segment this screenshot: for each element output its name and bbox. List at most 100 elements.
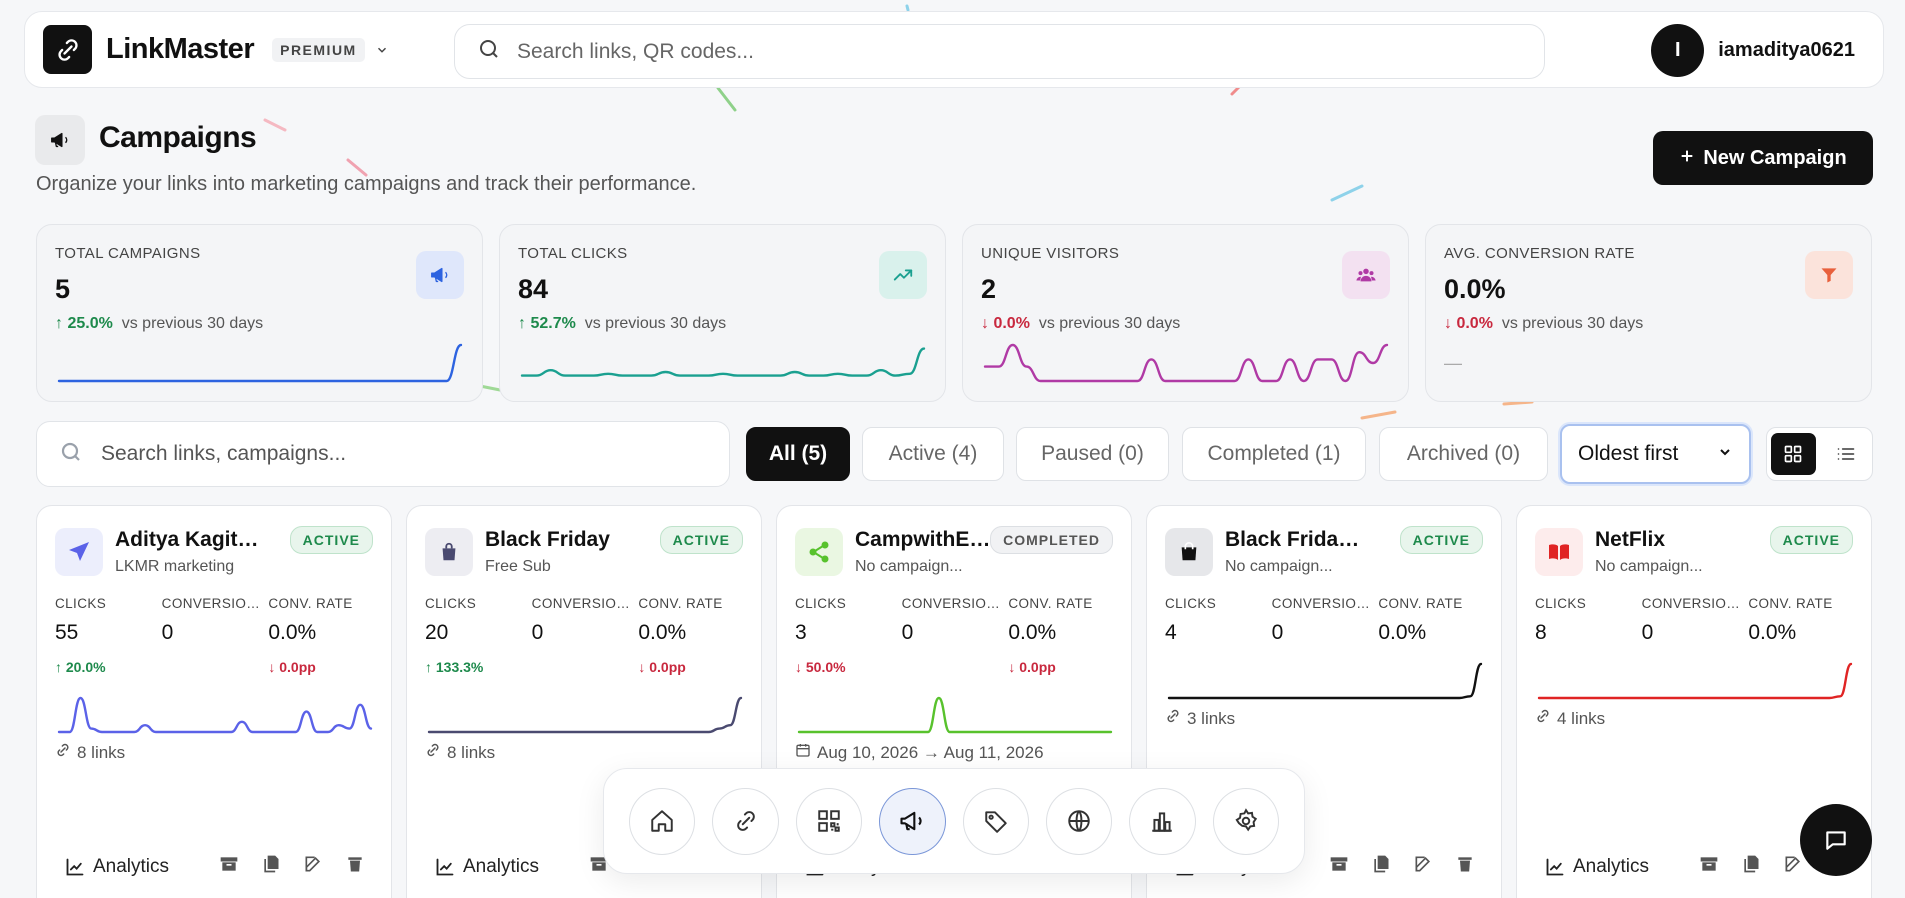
sparkline-path (427, 696, 743, 734)
campaign-metrics: CLICKS 55 ↑ 20.0% CONVERSIONS 0 CONV. RA… (55, 596, 375, 675)
stat-label: UNIQUE VISITORS (981, 245, 1120, 262)
link-icon (736, 811, 755, 831)
campaign-card[interactable]: Aditya Kagitala LKMR marketing ACTIVE CL… (36, 505, 392, 898)
archive-icon[interactable] (1329, 854, 1349, 879)
chevron-down-icon[interactable] (375, 43, 389, 57)
search-icon (59, 440, 83, 469)
tab-active[interactable]: Active (4) (862, 427, 1004, 481)
new-campaign-button[interactable]: New Campaign (1653, 131, 1873, 185)
analytics-button[interactable]: Analytics (65, 856, 169, 878)
dock-links-button[interactable] (712, 787, 779, 855)
qr-code-icon (818, 810, 840, 832)
tag-icon (984, 811, 1007, 833)
grid-icon (1784, 445, 1802, 463)
user-menu[interactable]: I iamaditya0621 (1651, 24, 1855, 77)
stat-change: ↓ 0.0% vs previous 30 days (1444, 315, 1644, 332)
metric-clicks: CLICKS 3 ↓ 50.0% (795, 596, 902, 675)
dock-home-button[interactable] (629, 787, 696, 855)
campaign-name[interactable]: NetFlix (1595, 528, 1666, 551)
campaign-meta-text: 8 links (447, 742, 496, 762)
campaign-name[interactable]: Black Friday (485, 528, 610, 551)
home-icon (651, 810, 673, 832)
campaign-metrics: CLICKS 3 ↓ 50.0% CONVERSIONS 0 CONV. RAT… (795, 596, 1115, 675)
tab-all[interactable]: All (5) (746, 427, 850, 481)
duplicate-icon[interactable] (1371, 854, 1391, 879)
edit-icon[interactable] (1783, 854, 1803, 879)
top-bar: LinkMaster PREMIUM I iamaditya0621 (24, 11, 1884, 88)
share-icon (795, 528, 843, 576)
dock-analytics-button[interactable] (1129, 787, 1196, 855)
campaign-meta-text: 4 links (1557, 708, 1606, 728)
archive-icon[interactable] (1699, 854, 1719, 879)
dock-qr-button[interactable] (795, 787, 863, 855)
campaign-sparkline (427, 696, 743, 734)
metric-label: CONVERSIONS (1641, 596, 1742, 611)
dock-campaigns-button[interactable] (879, 787, 946, 855)
campaign-name[interactable]: Black Friday22 (1225, 528, 1370, 551)
metric-conv-rate: CONV. RATE 0.0% (1378, 596, 1485, 645)
sparkline-path (983, 343, 1389, 383)
campaign-search-input[interactable] (101, 442, 681, 466)
status-badge: ACTIVE (659, 526, 743, 554)
edit-icon[interactable] (1413, 854, 1433, 879)
stat-value: 0.0% (1444, 274, 1506, 304)
campaign-meta: Aug 10, 2026 → Aug 11, 2026 (795, 742, 1044, 763)
campaign-sparkline (1537, 662, 1853, 700)
stat-sparkline (983, 343, 1389, 383)
duplicate-icon[interactable] (1741, 854, 1761, 879)
duplicate-icon[interactable] (261, 854, 281, 879)
megaphone-icon (416, 251, 464, 299)
page-subtitle: Organize your links into marketing campa… (36, 173, 697, 195)
list-icon (1837, 448, 1855, 460)
metric-label: CONVERSIONS (901, 596, 1002, 611)
stat-change: ↓ 0.0% vs previous 30 days (981, 315, 1181, 332)
global-search-input[interactable] (517, 39, 1417, 64)
metric-label: CONV. RATE (1008, 596, 1093, 611)
metric-label: CONVERSIONS (161, 596, 262, 611)
metric-conversions: CONVERSIONS 0 (162, 596, 269, 675)
archive-icon[interactable] (589, 854, 609, 879)
list-view-button[interactable] (1824, 433, 1869, 475)
metric-change: ↓ 0.0pp (1008, 659, 1056, 675)
dock-domains-button[interactable] (1045, 787, 1113, 855)
bottom-dock (603, 768, 1305, 874)
chat-button[interactable] (1800, 804, 1872, 876)
campaign-card[interactable]: NetFlix No campaign... ACTIVE CLICKS 8 C… (1516, 505, 1872, 898)
logo-icon[interactable] (43, 25, 92, 74)
sort-select[interactable]: Oldest first (1560, 424, 1751, 484)
campaign-subtitle: No campaign... (855, 558, 963, 575)
metric-value: 0 (531, 621, 544, 644)
stat-value: 2 (981, 274, 997, 304)
megaphone-icon (900, 811, 922, 831)
metric-clicks: CLICKS 4 (1165, 596, 1272, 645)
campaign-search[interactable] (36, 421, 730, 487)
campaign-metrics: CLICKS 20 ↑ 133.3% CONVERSIONS 0 CONV. R… (425, 596, 745, 675)
settings-icon (1235, 808, 1257, 832)
metric-value: 20 (425, 621, 449, 644)
archive-icon[interactable] (219, 854, 239, 879)
metric-conv-rate: CONV. RATE 0.0% ↓ 0.0pp (1008, 596, 1115, 675)
analytics-button[interactable]: Analytics (435, 856, 539, 878)
plan-badge[interactable]: PREMIUM (272, 37, 365, 62)
tab-archived[interactable]: Archived (0) (1379, 427, 1548, 481)
stat-card-unique-visitors: UNIQUE VISITORS 2 ↓ 0.0% vs previous 30 … (962, 224, 1409, 402)
chart-icon (1152, 812, 1173, 832)
dock-settings-button[interactable] (1212, 787, 1279, 855)
avatar[interactable]: I (1651, 24, 1705, 77)
analytics-button[interactable]: Analytics (1545, 856, 1649, 878)
tab-paused[interactable]: Paused (0) (1016, 427, 1169, 481)
campaign-meta: 8 links (55, 742, 125, 763)
delete-icon[interactable] (1455, 854, 1475, 879)
global-search[interactable] (454, 24, 1545, 79)
campaign-meta-text: 8 links (77, 742, 126, 762)
dock-tags-button[interactable] (962, 787, 1029, 855)
tab-completed[interactable]: Completed (1) (1182, 427, 1366, 481)
edit-icon[interactable] (303, 854, 323, 879)
username[interactable]: iamaditya0621 (1718, 39, 1855, 61)
metric-clicks: CLICKS 55 ↑ 20.0% (55, 596, 162, 675)
grid-view-button[interactable] (1771, 433, 1816, 475)
delete-icon[interactable] (345, 854, 365, 879)
campaign-meta: 3 links (1165, 708, 1235, 729)
campaign-name[interactable]: CampwithExpiry (855, 528, 1000, 551)
campaign-name[interactable]: Aditya Kagitala (115, 528, 260, 551)
